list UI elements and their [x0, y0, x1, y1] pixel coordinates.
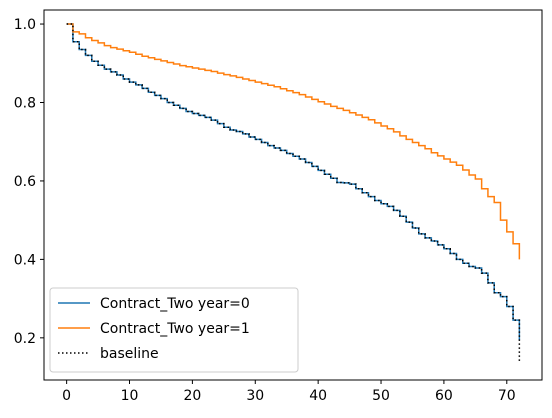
axes-frame — [43, 9, 543, 381]
series-layer — [66, 23, 521, 362]
legend-label-2: baseline — [100, 346, 159, 362]
x-tick-label: 40 — [309, 388, 327, 404]
x-tick-label: 60 — [435, 388, 453, 404]
legend: Contract_Two year=0 Contract_Two year=1 ba… — [49, 287, 299, 373]
legend-label-0: Contract_Two year=0 — [100, 296, 250, 312]
x-tick-label: 0 — [62, 388, 71, 404]
x-tick-label: 70 — [498, 388, 516, 404]
axes-layer: 0 10 20 30 40 50 60 70 0.2 0.4 0.6 0.8 1.0 — [14, 9, 543, 404]
legend-label-1: Contract_Two year=1 — [100, 321, 250, 337]
series-line-1 — [66, 23, 521, 260]
x-tick-label: 20 — [183, 388, 201, 404]
y-tick-label: 1.0 — [14, 17, 36, 33]
y-tick-label: 0.2 — [14, 331, 36, 347]
y-tick-label: 0.6 — [14, 174, 36, 190]
y-tick-label: 0.8 — [14, 95, 36, 111]
x-tick-label: 50 — [372, 388, 390, 404]
y-tick-label: 0.4 — [14, 252, 36, 268]
x-tick-label: 10 — [121, 388, 139, 404]
legend-box — [49, 287, 299, 373]
series-line-0 — [66, 23, 521, 340]
x-tick-label: 30 — [246, 388, 264, 404]
